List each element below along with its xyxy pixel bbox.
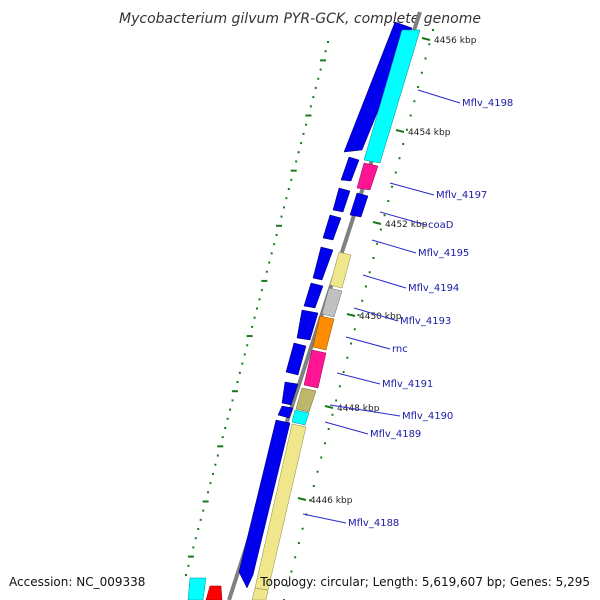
gene-label[interactable]: Mflv_4190 — [402, 411, 453, 422]
gene-label[interactable]: Mflv_4193 — [400, 316, 451, 327]
feature-olive[interactable] — [295, 387, 317, 413]
gene-label-line — [371, 239, 417, 254]
gene-label[interactable]: Mflv_4189 — [370, 429, 421, 440]
gene-label-line — [302, 513, 347, 524]
feature-cyan-2[interactable] — [291, 409, 310, 426]
gene-label-line — [379, 211, 427, 226]
cds-arrow[interactable] — [340, 156, 360, 182]
scale-label: 4454 kbp — [408, 128, 451, 138]
cds-arrow[interactable] — [296, 309, 319, 341]
gene-label[interactable]: Mflv_4191 — [382, 379, 433, 390]
feature-pink-2[interactable] — [303, 349, 327, 389]
feature-track — [187, 29, 421, 600]
gene-label[interactable]: Mflv_4198 — [462, 98, 513, 109]
gene-label-line — [417, 89, 461, 104]
gene-label-line — [362, 274, 407, 289]
dotted-track — [185, 41, 329, 576]
gene-label-line — [389, 182, 435, 196]
feature-cyan-bottom[interactable] — [187, 577, 207, 600]
feature-red-bottom[interactable] — [205, 585, 223, 600]
scale-label: 4446 kbp — [310, 496, 353, 506]
gene-label[interactable]: Mflv_4195 — [418, 248, 469, 259]
scale-tick-major — [324, 405, 334, 409]
feature-pink[interactable] — [356, 162, 379, 191]
gene-label-line — [353, 307, 399, 322]
topology-text: Topology: circular; Length: 5,619,607 bp… — [259, 575, 590, 589]
cds-arrow[interactable] — [312, 246, 334, 281]
gene-label-track: Mflv_4198 Mflv_4197 coaD Mflv_4195 Mflv_4194… — [302, 89, 513, 529]
gene-label-line — [345, 336, 391, 350]
scale-label: 4450 kbp — [359, 312, 402, 322]
scale-label: 4456 kbp — [434, 36, 477, 46]
cds-arrow[interactable] — [303, 282, 324, 309]
feature-gray[interactable] — [321, 287, 343, 318]
map-title: Mycobacterium gilvum PYR-GCK, complete g… — [119, 11, 481, 27]
gene-label-line — [324, 421, 369, 435]
feature-khaki-bottom[interactable] — [251, 587, 269, 600]
scale-tick-major — [346, 313, 356, 317]
feature-orange[interactable] — [312, 315, 335, 351]
feature-khaki[interactable] — [329, 251, 352, 289]
cds-arrow[interactable] — [332, 187, 351, 213]
cds-arrow[interactable] — [322, 214, 342, 241]
scale-tick-major — [421, 37, 431, 41]
gene-label[interactable]: rnc — [392, 344, 408, 355]
cds-arrow[interactable] — [281, 381, 299, 406]
scale-tick-major — [297, 497, 307, 501]
cds-mflv-4188[interactable] — [238, 419, 291, 589]
gene-label[interactable]: Mflv_4194 — [408, 283, 459, 294]
scale-label: 4452 kbp — [385, 220, 428, 230]
gene-label[interactable]: Mflv_4197 — [436, 190, 487, 201]
gene-label-line — [329, 404, 401, 417]
gene-label[interactable]: coaD — [428, 220, 454, 231]
accession-text: Accession: NC_009338 — [9, 575, 145, 589]
gene-label-line — [336, 372, 381, 385]
feature-cyan[interactable] — [363, 29, 421, 164]
cds-arrow[interactable] — [285, 342, 307, 376]
cds-arrow[interactable] — [349, 192, 369, 218]
scale-tick-major — [372, 221, 382, 225]
cds-arrow[interactable] — [277, 405, 294, 419]
scale-tick-major — [395, 129, 405, 133]
gene-label[interactable]: Mflv_4188 — [348, 518, 399, 529]
